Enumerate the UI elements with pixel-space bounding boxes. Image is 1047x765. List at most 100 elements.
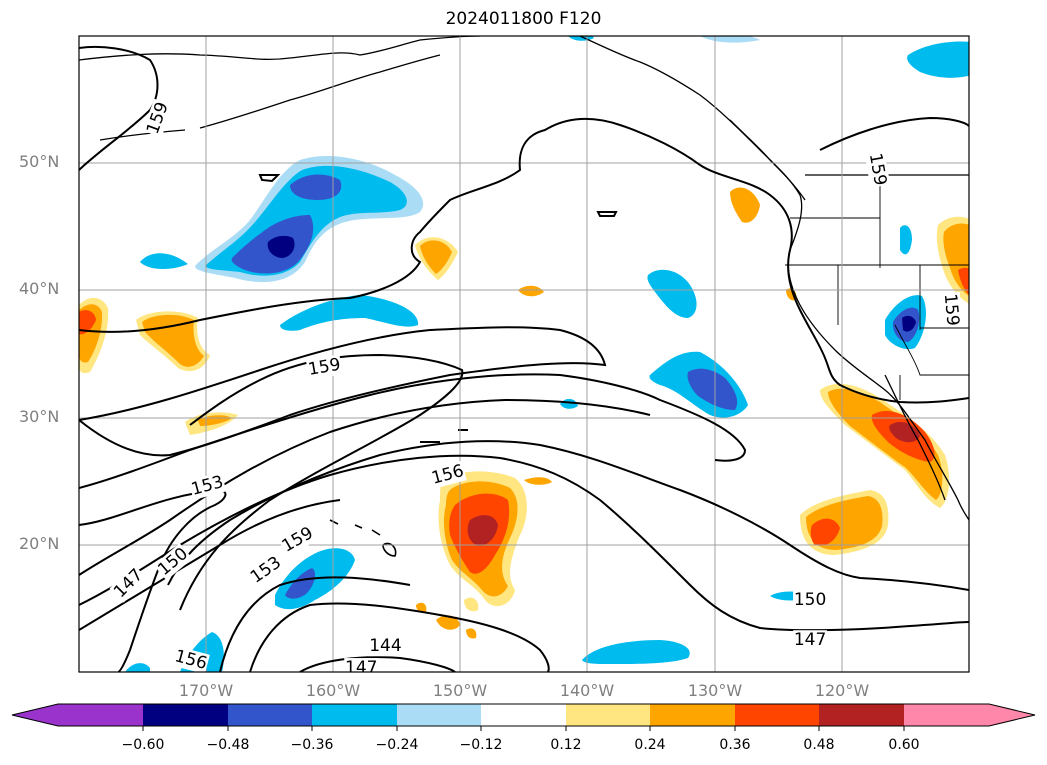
lon-label-130w: 130°W [687, 681, 743, 700]
us-state-lines [785, 175, 969, 400]
lat-label-50n: 50°N [19, 152, 60, 171]
positive-anomaly-region [518, 285, 544, 297]
negative-anomaly-region [290, 174, 342, 200]
lon-label-170w: 170°W [178, 681, 234, 700]
contour-144 [249, 602, 550, 672]
lat-label-20n: 20°N [19, 534, 60, 553]
contour-label: 147 [345, 658, 377, 678]
positive-anomaly-region [828, 388, 943, 500]
contour-label-background [939, 291, 963, 328]
contour-label-background [277, 522, 318, 557]
colorbar-tick-label: −0.24 [375, 737, 419, 753]
colorbar-segment [143, 704, 228, 726]
contour-159-main [79, 118, 969, 404]
aleutian-chain [99, 54, 441, 141]
hawaii-islands [329, 519, 397, 557]
colorbar-segment [819, 704, 904, 726]
contour-label-background [344, 658, 379, 672]
contour-label-background [368, 636, 403, 657]
positive-anomaly-region [958, 267, 969, 296]
contour-label-background [793, 630, 828, 651]
colorbar-segment [58, 704, 143, 726]
positive-anomaly-region [466, 628, 477, 639]
contour-label-background [305, 354, 343, 381]
colorbar-outline [11, 703, 1036, 727]
contour-label-background [428, 460, 467, 489]
positive-anomaly-region [436, 615, 460, 630]
negative-anomaly-region [280, 295, 419, 331]
lat-label-40n: 40°N [19, 279, 60, 298]
contour-label-background [109, 564, 148, 603]
colorbar-tick-label: 0.24 [634, 737, 666, 753]
contour-label-background [188, 471, 227, 500]
contour-label: 147 [794, 630, 826, 650]
map-title: 2024011800 F120 [445, 9, 602, 29]
colorbar [11, 703, 1036, 731]
negative-anomaly-region [125, 663, 150, 672]
colorbar-tick-label: 0.60 [888, 737, 920, 753]
contour-153 [79, 373, 747, 489]
colorbar-segment [650, 704, 735, 726]
colorbar-segment [397, 704, 481, 726]
positive-anomaly-region [416, 602, 427, 613]
colorbar-tick-label: 0.48 [803, 737, 835, 753]
contour-159-northeast [819, 116, 969, 151]
negative-anomaly-region [647, 269, 697, 318]
island-markers [258, 174, 618, 443]
contour-147-inner [79, 499, 341, 631]
contour-label: 144 [369, 636, 401, 656]
negative-anomaly-region [285, 568, 316, 599]
colorbar-tick-label: 0.36 [719, 737, 751, 753]
negative-anomaly-region [582, 640, 690, 664]
contour-label-background [142, 98, 174, 138]
contour-label-background [246, 552, 286, 589]
colorbar-tick-label: −0.60 [121, 737, 165, 753]
colorbar-tick-label: −0.36 [290, 737, 334, 753]
lon-label-160w: 160°W [305, 681, 361, 700]
negative-anomaly-region [687, 368, 738, 410]
map-background [79, 36, 969, 672]
contour-147-south [219, 576, 411, 672]
map-frame [78, 35, 970, 673]
gridlines [79, 36, 969, 672]
positive-anomaly-region [464, 597, 479, 612]
contour-label-background [793, 589, 828, 610]
positive-anomaly-region [420, 240, 452, 274]
contour-147 [79, 454, 969, 632]
lon-label-140w: 140°W [559, 681, 615, 700]
colorbar-extend-min [12, 704, 58, 726]
positive-anomaly-region [730, 187, 760, 223]
contour-label: 159 [940, 293, 963, 327]
baja-peninsula [884, 374, 946, 501]
bc-coast [729, 119, 806, 201]
positive-anomaly-region [79, 310, 96, 335]
lat-label-30n: 30°N [19, 407, 60, 426]
contour-156-south [79, 488, 227, 672]
negative-anomaly-region [140, 253, 188, 269]
negative-anomaly-region [267, 235, 295, 258]
contour-159-north [79, 45, 159, 171]
alaska-coast [79, 36, 481, 61]
positive-anomaly-region [810, 518, 840, 546]
colorbar-segment [566, 704, 650, 726]
lon-label-120w: 120°W [814, 681, 870, 700]
negative-anomaly-region [907, 41, 969, 78]
positive-anomaly-region [524, 477, 552, 485]
height-contours [79, 45, 969, 672]
contour-label-background [864, 150, 891, 188]
colorbar-tick-label: −0.48 [206, 737, 250, 753]
negative-anomaly-region [900, 225, 912, 255]
colorbar-segment [735, 704, 819, 726]
contour-150-a [79, 398, 651, 576]
lon-label-150w: 150°W [432, 681, 488, 700]
colorbar-segment [228, 704, 312, 726]
contour-label: 150 [794, 590, 826, 610]
colorbar-segment [904, 704, 989, 726]
contour-label-background [153, 543, 193, 581]
contour-label-background [171, 646, 210, 672]
colorbar-tick-label: −0.12 [459, 737, 503, 753]
colorbar-segment [312, 704, 397, 726]
colorbar-extend-max [989, 704, 1035, 726]
contour-144-inner [299, 656, 456, 672]
